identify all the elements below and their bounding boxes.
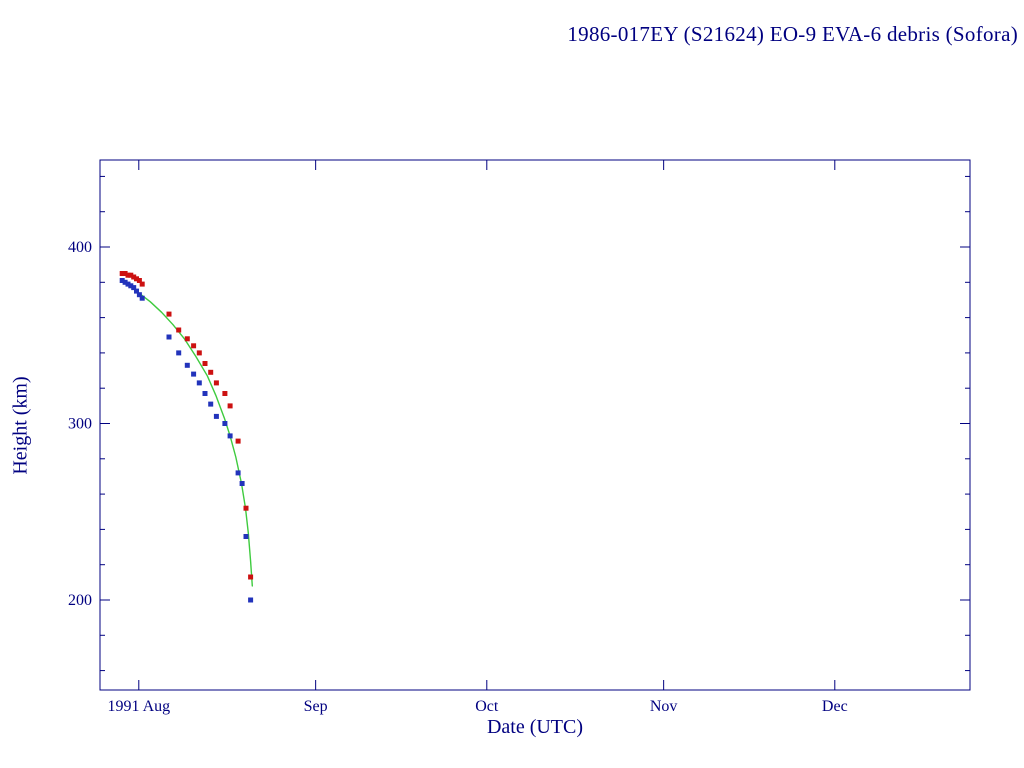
perigee-height-marker — [122, 279, 128, 285]
apogee-height-marker — [176, 327, 182, 333]
y-tick-label: 400 — [68, 239, 92, 256]
perigee-height-marker — [128, 283, 134, 289]
perigee-height-marker — [213, 413, 219, 419]
apogee-height-marker — [184, 336, 190, 342]
perigee-height-marker — [134, 288, 139, 294]
apogee-height-marker — [235, 438, 241, 444]
perigee-height-marker — [239, 481, 245, 486]
y-tick-label: 200 — [68, 592, 92, 609]
decay-fit-line — [138, 292, 253, 587]
apogee-height-marker — [136, 278, 142, 283]
perigee-height-marker — [235, 470, 241, 476]
apogee-height-marker — [134, 276, 139, 282]
apogee-height-marker — [196, 350, 202, 356]
perigee-height-marker — [166, 334, 172, 340]
apogee-height-marker — [122, 271, 128, 276]
x-tick-label: Sep — [304, 698, 328, 715]
perigee-height-marker — [191, 371, 197, 377]
apogee-height-marker — [166, 311, 172, 317]
perigee-height-marker — [131, 285, 137, 291]
apogee-height-marker — [202, 361, 208, 366]
perigee-height-marker — [222, 421, 228, 426]
apogee-height-marker — [128, 272, 134, 278]
apogee-height-marker — [191, 343, 197, 349]
apogee-height-marker — [208, 369, 214, 375]
apogee-height-marker — [119, 271, 125, 276]
x-tick-label: Oct — [475, 698, 499, 715]
chart-title: 1986-017EY (S21624) EO-9 EVA-6 debris (S… — [567, 22, 1018, 46]
x-tick-label: Dec — [822, 698, 848, 715]
y-tick-label: 300 — [68, 415, 92, 432]
apogee-height-marker — [213, 380, 219, 386]
x-tick-label: Nov — [650, 698, 678, 715]
perigee-height-marker — [125, 281, 131, 287]
perigee-height-marker — [176, 350, 182, 356]
plot-frame — [99, 159, 971, 691]
perigee-height-marker — [248, 597, 254, 603]
apogee-height-marker — [227, 403, 233, 409]
x-axis-label: Date (UTC) — [486, 716, 584, 738]
x-tick-label: 1991 Aug — [107, 698, 170, 715]
perigee-height-marker — [184, 362, 190, 368]
apogee-height-marker — [248, 574, 254, 580]
apogee-height-marker — [243, 505, 249, 511]
perigee-height-marker — [119, 278, 125, 283]
x-axis-label-box: Date (UTC) — [100, 716, 970, 739]
apogee-height-marker — [131, 274, 137, 280]
x-axis-ticks: 1991 Aug Sep Oct Nov Dec — [107, 160, 848, 715]
y-axis-minor-ticks — [100, 175, 970, 672]
apogee-height-marker — [222, 391, 228, 396]
perigee-height-marker — [227, 433, 233, 439]
apogee-height-marker — [139, 281, 145, 287]
perigee-height-marker — [208, 401, 214, 407]
apogee-height-marker — [125, 272, 131, 278]
apogee-height-points — [119, 271, 254, 580]
perigee-height-marker — [136, 292, 142, 298]
perigee-height-marker — [243, 534, 249, 539]
perigee-height-marker — [202, 391, 208, 396]
perigee-height-marker — [196, 380, 202, 386]
perigee-height-points — [119, 278, 254, 603]
y-axis-ticks: 200 300 400 — [68, 239, 970, 609]
perigee-height-marker — [139, 295, 145, 301]
